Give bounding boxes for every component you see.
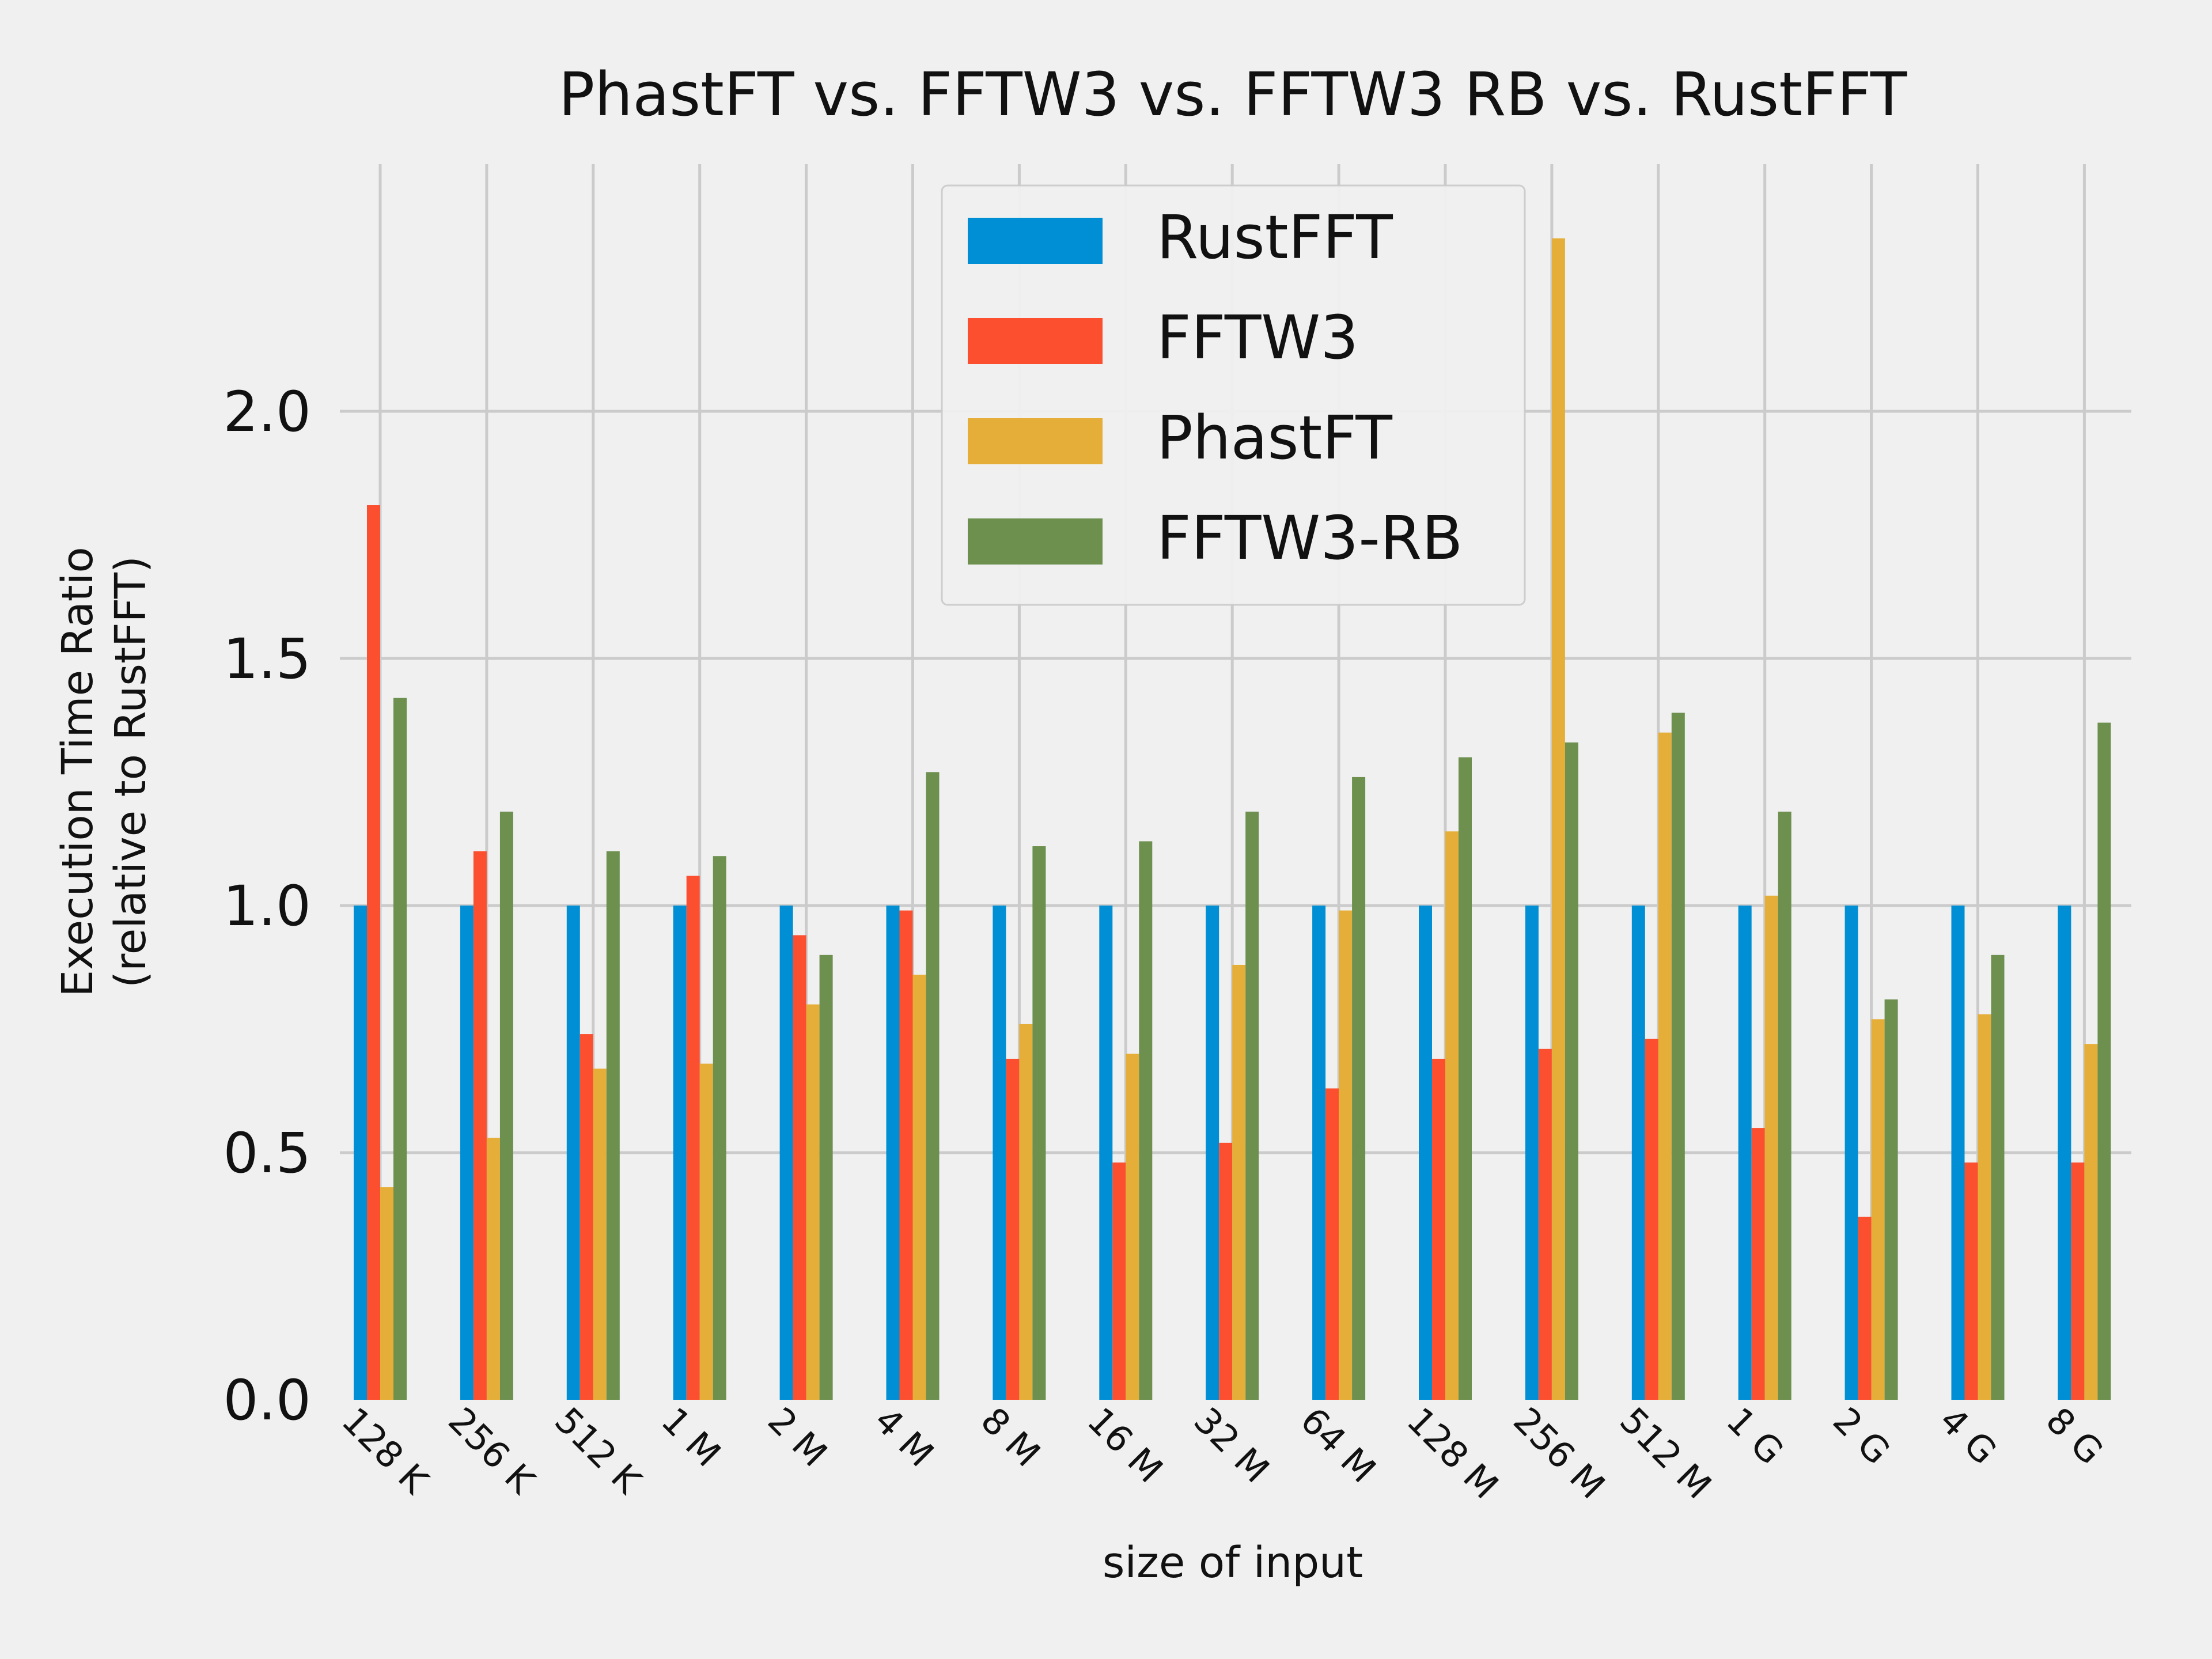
bar-fftw3-4 bbox=[793, 935, 806, 1400]
legend-label: FFTW3 bbox=[1157, 302, 1358, 373]
bar-fftw3-8 bbox=[1219, 1142, 1233, 1400]
bar-fftw3-rb-12 bbox=[1671, 713, 1685, 1400]
bar-phastft-16 bbox=[2084, 1044, 2098, 1400]
bar-rustfft-6 bbox=[993, 906, 1006, 1400]
bar-fftw3-rb-6 bbox=[1032, 846, 1046, 1400]
bar-fftw3-rb-3 bbox=[713, 856, 726, 1400]
legend-label: PhastFT bbox=[1157, 403, 1392, 473]
bar-rustfft-14 bbox=[1844, 906, 1858, 1400]
bar-phastft-14 bbox=[1871, 1019, 1885, 1400]
y-tick-label: 1.5 bbox=[223, 627, 311, 691]
bar-rustfft-12 bbox=[1631, 906, 1645, 1400]
bar-phastft-10 bbox=[1445, 831, 1459, 1400]
bar-fftw3-rb-0 bbox=[393, 698, 407, 1400]
bar-fftw3-1 bbox=[473, 851, 487, 1400]
bar-phastft-4 bbox=[806, 1004, 820, 1400]
bar-phastft-12 bbox=[1658, 732, 1672, 1400]
bar-fftw3-14 bbox=[1858, 1217, 1872, 1400]
bar-fftw3-rb-11 bbox=[1565, 742, 1578, 1400]
bar-rustfft-11 bbox=[1525, 906, 1539, 1400]
bar-fftw3-13 bbox=[1751, 1128, 1765, 1400]
bar-fftw3-7 bbox=[1112, 1162, 1126, 1400]
y-axis-label-line1: Execution Time Ratio bbox=[53, 547, 103, 997]
bar-phastft-15 bbox=[1978, 1014, 1991, 1400]
bar-rustfft-5 bbox=[886, 906, 900, 1400]
legend-frame bbox=[941, 184, 1526, 606]
bar-phastft-8 bbox=[1232, 964, 1246, 1400]
y-tick-label: 0.5 bbox=[223, 1121, 311, 1185]
bar-fftw3-rb-1 bbox=[499, 811, 513, 1400]
bar-phastft-5 bbox=[912, 975, 926, 1400]
bar-fftw3-0 bbox=[367, 505, 380, 1400]
bar-rustfft-7 bbox=[1099, 906, 1113, 1400]
bar-fftw3-16 bbox=[2071, 1162, 2085, 1400]
legend-label: RustFFT bbox=[1157, 202, 1393, 272]
bar-phastft-3 bbox=[699, 1063, 713, 1400]
y-axis-label: Execution Time Ratio (relative to RustFF… bbox=[53, 547, 156, 997]
legend-swatch bbox=[968, 318, 1103, 364]
bar-fftw3-6 bbox=[1006, 1058, 1020, 1400]
bar-phastft-7 bbox=[1126, 1054, 1139, 1400]
bar-rustfft-3 bbox=[673, 906, 687, 1400]
x-axis-label: size of input bbox=[1103, 1538, 1363, 1588]
bars bbox=[354, 238, 2111, 1400]
bar-fftw3-rb-8 bbox=[1245, 811, 1259, 1400]
bar-fftw3-5 bbox=[899, 910, 913, 1400]
bar-fftw3-10 bbox=[1432, 1058, 1445, 1400]
bar-phastft-2 bbox=[593, 1069, 607, 1400]
bar-rustfft-15 bbox=[1951, 906, 1965, 1400]
bar-rustfft-0 bbox=[354, 906, 367, 1400]
bar-phastft-1 bbox=[486, 1138, 500, 1400]
bar-phastft-11 bbox=[1551, 238, 1565, 1400]
legend: RustFFT FFTW3 PhastFT FFTW3-RB bbox=[941, 184, 1526, 606]
y-axis-ticks: 0.0 0.5 1.0 1.5 2.0 bbox=[223, 380, 311, 1433]
bar-fftw3-rb-5 bbox=[926, 772, 940, 1400]
y-axis-label-line2: (relative to RustFFT) bbox=[106, 556, 156, 988]
bar-fftw3-rb-2 bbox=[606, 851, 620, 1400]
bar-fftw3-rb-15 bbox=[1991, 955, 2005, 1400]
legend-label: FFTW3-RB bbox=[1157, 503, 1463, 573]
legend-swatch bbox=[968, 518, 1103, 565]
y-tick-label: 1.0 bbox=[223, 874, 311, 938]
bar-fftw3-rb-9 bbox=[1352, 777, 1366, 1400]
bar-phastft-6 bbox=[1019, 1024, 1033, 1400]
bar-fftw3-rb-7 bbox=[1139, 841, 1153, 1400]
bar-fftw3-rb-13 bbox=[1778, 811, 1791, 1400]
bar-rustfft-10 bbox=[1419, 906, 1432, 1400]
bar-rustfft-2 bbox=[566, 906, 580, 1400]
bar-fftw3-15 bbox=[1964, 1162, 1978, 1400]
bar-rustfft-8 bbox=[1206, 906, 1219, 1400]
bar-rustfft-4 bbox=[779, 906, 793, 1400]
bar-phastft-13 bbox=[1764, 895, 1778, 1400]
bar-fftw3-rb-16 bbox=[2097, 722, 2111, 1400]
bar-rustfft-9 bbox=[1312, 906, 1326, 1400]
bar-phastft-0 bbox=[380, 1187, 393, 1400]
bar-fftw3-rb-10 bbox=[1459, 757, 1472, 1400]
y-tick-label: 2.0 bbox=[223, 380, 311, 444]
bar-fftw3-rb-4 bbox=[819, 955, 833, 1400]
bar-fftw3-12 bbox=[1645, 1039, 1658, 1400]
bar-rustfft-16 bbox=[2058, 906, 2071, 1400]
bar-fftw3-2 bbox=[579, 1034, 593, 1400]
bar-phastft-9 bbox=[1339, 910, 1353, 1400]
bar-fftw3-3 bbox=[686, 876, 700, 1400]
bar-fftw3-rb-14 bbox=[1884, 999, 1898, 1400]
chart-title: PhastFT vs. FFTW3 vs. FFTW3 RB vs. RustF… bbox=[559, 59, 1907, 130]
legend-swatch bbox=[968, 418, 1103, 464]
bar-rustfft-1 bbox=[460, 906, 474, 1400]
bar-fftw3-9 bbox=[1325, 1088, 1339, 1400]
y-tick-label: 0.0 bbox=[223, 1368, 311, 1433]
bar-rustfft-13 bbox=[1738, 906, 1752, 1400]
bar-fftw3-11 bbox=[1538, 1048, 1552, 1400]
legend-swatch bbox=[968, 218, 1103, 264]
